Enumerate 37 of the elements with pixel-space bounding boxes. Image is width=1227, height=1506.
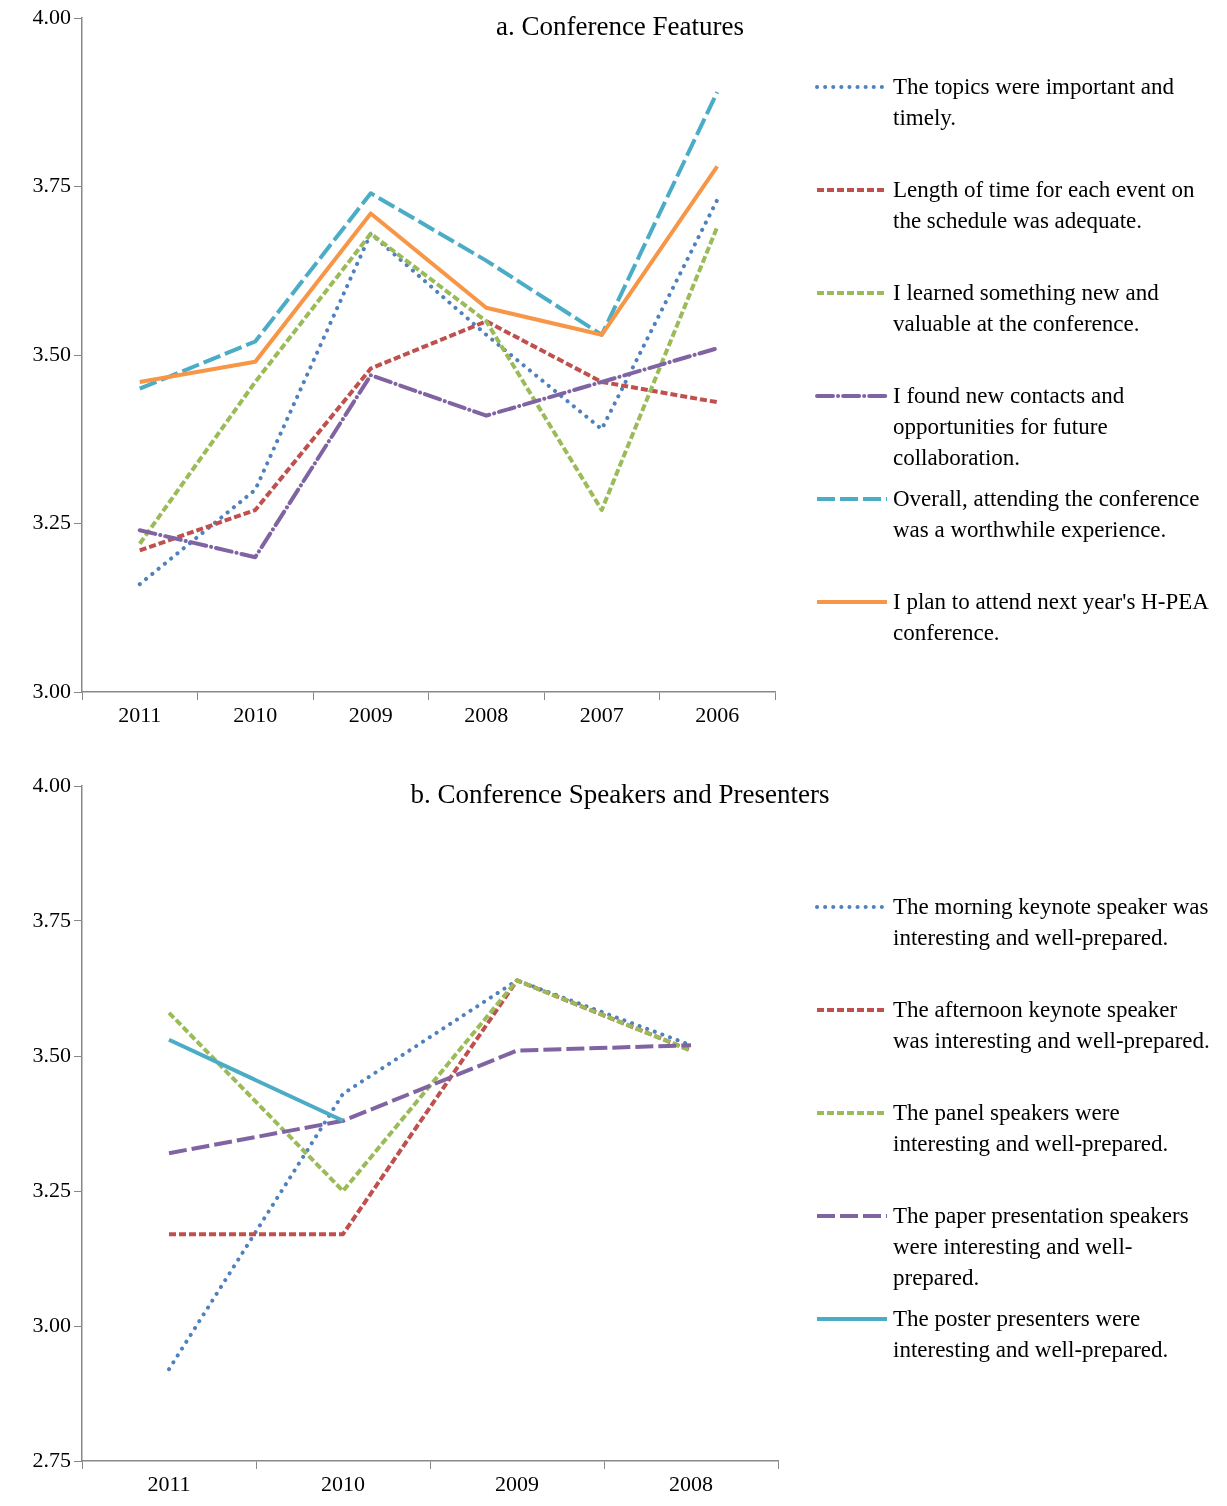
y-tick-label: 3.75 [32, 906, 71, 932]
x-tick-label: 2006 [695, 701, 740, 727]
y-tick-label: 3.00 [32, 677, 71, 703]
chart-title: a. Conference Features [495, 10, 745, 41]
x-tick-label: 2010 [233, 701, 278, 727]
x-tick-label: 2010 [321, 1470, 365, 1496]
legend-label: Overall, attending the conference was a worthwhile experience. [893, 485, 1201, 544]
legend-label: The afternoon keynote speaker was interesting and well-prepared. [893, 996, 1211, 1055]
legend-label: The poster presenters were interesting and well-prepared. [893, 1305, 1170, 1364]
legend-label: I plan to attend next year's H-PEA conference. [893, 588, 1210, 647]
y-tick-label: 2.75 [32, 1446, 71, 1472]
legend-label: The morning keynote speaker was interesting and well-prepared. [893, 893, 1210, 952]
chart-title: b. Conference Speakers and Presenters [410, 778, 830, 809]
legend-label: I found new contacts and opportunities for future collaboration. [893, 382, 1126, 472]
line-series [137, 90, 720, 391]
x-tick-label: 2009 [348, 701, 393, 727]
y-tick-label: 3.50 [32, 1041, 71, 1067]
x-tick-label: 2011 [147, 1470, 191, 1496]
y-tick-label: 3.50 [32, 340, 71, 366]
x-tick-label: 2007 [579, 701, 624, 727]
legend-label: The panel speakers were interesting and well-prepared. [893, 1099, 1170, 1158]
y-tick-label: 3.25 [32, 1176, 71, 1202]
line-series [167, 1043, 693, 1156]
legend-label: I learned something new and valuable at the conference. [893, 279, 1160, 338]
x-tick-label: 2008 [669, 1470, 713, 1496]
y-tick-label: 3.75 [32, 172, 71, 198]
x-tick-label: 2009 [495, 1470, 539, 1496]
y-tick-label: 4.00 [32, 771, 71, 797]
y-tick-label: 3.00 [32, 1311, 71, 1337]
y-tick-label: 4.00 [32, 3, 71, 29]
y-tick-label: 3.25 [32, 509, 71, 535]
line-series [137, 197, 720, 587]
legend-label: The paper presentation speakers were interesting and well-prepared. [893, 1202, 1190, 1292]
legend-label: The topics were important and timely. [893, 73, 1176, 132]
x-tick-label: 2008 [464, 701, 509, 727]
x-tick-label: 2011 [118, 701, 162, 727]
legend-label: Length of time for each event on the schedule was adequate. [893, 176, 1196, 235]
